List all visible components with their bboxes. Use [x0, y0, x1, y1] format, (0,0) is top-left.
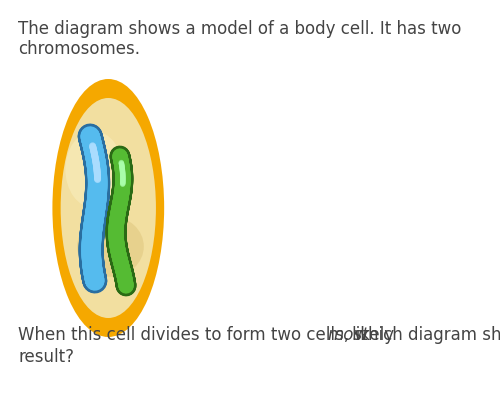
Text: most: most	[328, 326, 369, 344]
Text: result?: result?	[18, 348, 74, 366]
Circle shape	[52, 79, 164, 337]
Ellipse shape	[77, 216, 144, 277]
Text: likely: likely	[351, 326, 394, 344]
Text: When this cell divides to form two cells, which diagram shows the: When this cell divides to form two cells…	[18, 326, 500, 344]
Text: chromosomes.: chromosomes.	[18, 40, 140, 58]
Ellipse shape	[66, 131, 122, 208]
Text: The diagram shows a model of a body cell. It has two: The diagram shows a model of a body cell…	[18, 20, 462, 38]
Circle shape	[60, 98, 156, 318]
